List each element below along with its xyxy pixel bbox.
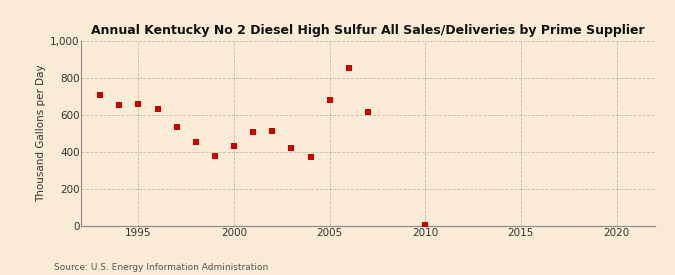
Point	[305, 155, 316, 160]
Point	[190, 139, 201, 144]
Point	[229, 144, 240, 148]
Point	[420, 222, 431, 227]
Point	[286, 146, 297, 150]
Point	[324, 98, 335, 102]
Point	[362, 110, 373, 114]
Point	[171, 125, 182, 129]
Point	[209, 154, 220, 159]
Title: Annual Kentucky No 2 Diesel High Sulfur All Sales/Deliveries by Prime Supplier: Annual Kentucky No 2 Diesel High Sulfur …	[91, 24, 645, 37]
Point	[248, 129, 259, 134]
Point	[267, 128, 277, 133]
Y-axis label: Thousand Gallons per Day: Thousand Gallons per Day	[36, 65, 46, 202]
Point	[133, 102, 144, 106]
Point	[95, 92, 105, 97]
Point	[152, 107, 163, 112]
Point	[114, 103, 125, 107]
Text: Source: U.S. Energy Information Administration: Source: U.S. Energy Information Administ…	[54, 263, 268, 272]
Point	[344, 66, 354, 70]
